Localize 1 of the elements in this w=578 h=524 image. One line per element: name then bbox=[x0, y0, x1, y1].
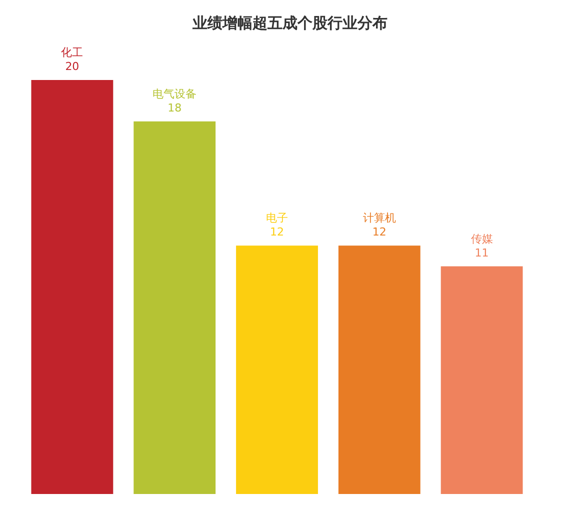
title: 业绩增幅超五成个股行业分布 bbox=[192, 14, 388, 32]
